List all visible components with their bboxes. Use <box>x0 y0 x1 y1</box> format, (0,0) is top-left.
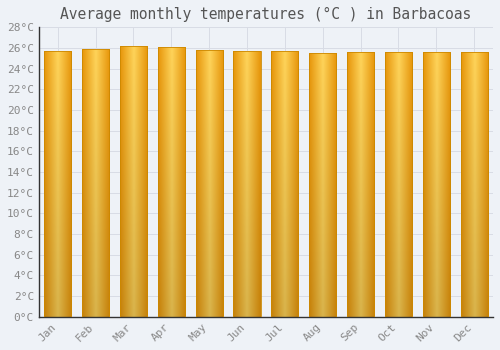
Bar <box>271 51 298 317</box>
Bar <box>158 47 185 317</box>
Bar <box>309 53 336 317</box>
Bar <box>44 51 72 317</box>
Bar <box>385 52 412 317</box>
Bar <box>234 51 260 317</box>
Bar <box>82 49 109 317</box>
Bar <box>460 52 488 317</box>
Bar <box>196 50 223 317</box>
Title: Average monthly temperatures (°C ) in Barbacoas: Average monthly temperatures (°C ) in Ba… <box>60 7 472 22</box>
Bar <box>347 52 374 317</box>
Bar <box>120 46 147 317</box>
Bar <box>422 52 450 317</box>
